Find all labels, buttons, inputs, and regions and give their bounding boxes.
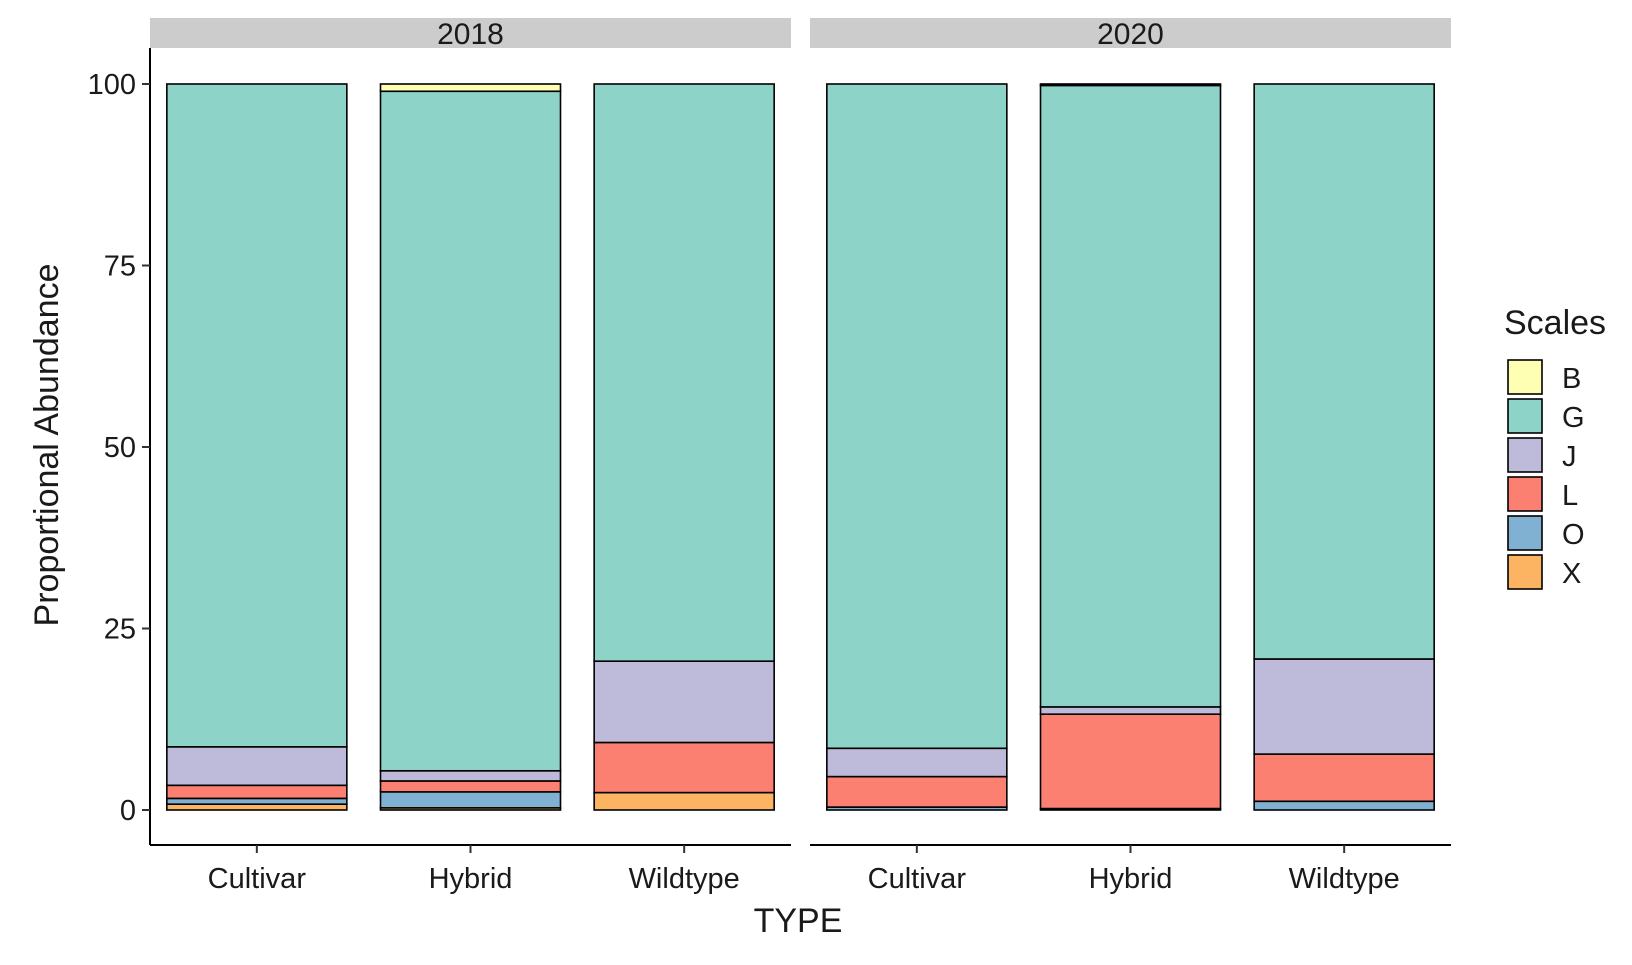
bar-segment-O [166,797,348,805]
legend-key-J [1507,437,1543,473]
bar-segment-J [593,660,775,744]
bar-segment-L [166,784,348,800]
legend-item-O: O [1507,515,1585,551]
x-tick-label: Hybrid [429,863,513,895]
legend-item-L: L [1507,476,1578,512]
bar-segment-J [1253,658,1435,755]
y-tick-label: 0 [120,795,136,827]
legend-item-G: G [1507,398,1585,434]
panel-strip [810,18,1451,48]
legend-item-B: B [1507,359,1581,395]
bar-segment-J [1039,706,1222,715]
legend-key-B [1507,359,1543,395]
bar-segment-L [593,741,775,794]
bar-segment-X [593,791,775,811]
bar-2018-Wildtype [593,83,775,811]
y-axis-title: Proportional Abundance [28,264,66,627]
bar-segment-G [1039,84,1222,708]
bar-segment-G [826,83,1008,750]
legend-label: B [1562,363,1581,395]
panel-2020: 2020 Cultivar Hybrid Wildtype [810,18,1451,895]
legend-label: L [1562,480,1578,512]
bar-segment-L [1253,753,1435,803]
bar-segment-O [1253,800,1435,811]
bar-segment-J [166,746,348,787]
bar-2020-Hybrid [1039,83,1222,811]
y-tick-label: 75 [104,251,136,283]
bar-segment-G [379,90,562,772]
x-tick-label: Cultivar [868,863,967,895]
bar-2018-Cultivar [166,83,348,811]
legend-item-X: X [1507,554,1581,590]
y-axis: 0 25 50 75 100 [88,48,151,845]
bar-segment-G [166,83,348,748]
legend-label: J [1562,441,1577,473]
bar-2020-Wildtype [1253,83,1435,811]
legend-title: Scales [1504,304,1606,342]
panel-strip-label: 2018 [437,18,504,51]
bar-segment-O [379,791,562,809]
y-tick-label: 25 [104,614,136,646]
bar-segment-L [1039,713,1222,810]
bar-segment-J [826,747,1008,778]
bar-segment-X [166,803,348,811]
bar-segment-B [1039,83,1222,87]
legend-label: G [1562,402,1585,434]
legend-label: X [1562,558,1581,590]
legend-key-G [1507,398,1543,434]
bar-segment-L [826,775,1008,808]
panels-layer: 2018 Cultivar Hybrid Wildtype 2020 Cultivar Hy… [150,18,1451,895]
bar-segment-L [379,780,562,793]
bar-2018-Hybrid [379,83,562,811]
x-axis-title: TYPE [754,902,843,940]
bar-segment-G [1253,83,1435,660]
bar-segment-J [379,769,562,782]
bar-2020-Cultivar [826,83,1008,811]
legend-key-X [1507,554,1543,590]
y-tick-label: 100 [88,69,136,101]
panel-strip-label: 2020 [1097,18,1164,51]
y-tick-label: 50 [104,432,136,464]
bar-segment-G [593,83,775,662]
panel-2018: 2018 Cultivar Hybrid Wildtype [150,18,791,895]
panel-strip [150,18,791,48]
bar-segment-B [379,83,562,93]
legend-key-O [1507,515,1543,551]
legend-label: O [1562,519,1585,551]
x-tick-label: Wildtype [629,863,740,895]
x-tick-label: Hybrid [1089,863,1173,895]
legend-item-J: J [1507,437,1577,473]
x-tick-label: Wildtype [1289,863,1400,895]
legend-key-L [1507,476,1543,512]
x-tick-label: Cultivar [208,863,307,895]
